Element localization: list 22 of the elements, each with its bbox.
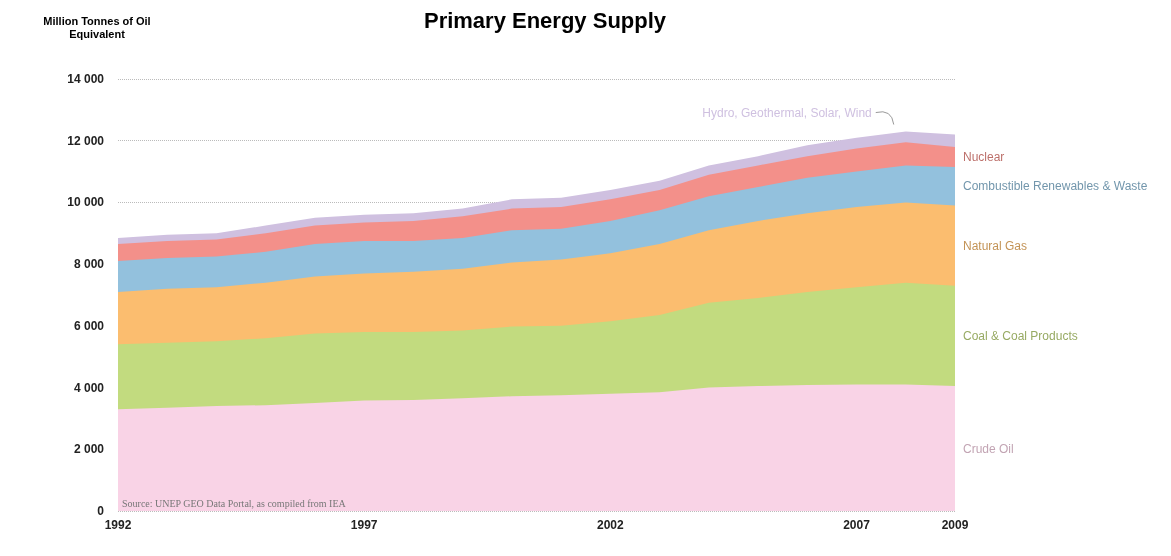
y-tick-label: 12 000 bbox=[67, 133, 105, 148]
x-tick-label: 1997 bbox=[350, 518, 378, 532]
x-tick-label: 2002 bbox=[597, 518, 625, 532]
y-tick-label: 4 000 bbox=[73, 380, 105, 395]
chart-title: Primary Energy Supply bbox=[423, 7, 667, 33]
series-label: Nuclear bbox=[963, 149, 1005, 164]
series-label: Natural Gas bbox=[963, 238, 1028, 253]
x-tick-label: 2009 bbox=[941, 518, 969, 532]
y-tick-label: 8 000 bbox=[73, 257, 105, 272]
series-label: Combustible Renewables & Waste bbox=[963, 179, 1148, 194]
y-tick-label: 10 000 bbox=[67, 195, 105, 210]
y-tick-label: 14 000 bbox=[67, 72, 105, 86]
x-tick-label: 2007 bbox=[843, 518, 871, 532]
y-axis-title: Million Tonnes of Oil Equivalent bbox=[43, 14, 151, 40]
series-label: Coal & Coal Products bbox=[963, 328, 1078, 343]
y-tick-label: 2 000 bbox=[73, 442, 105, 457]
y-tick-label: 0 bbox=[97, 504, 105, 518]
x-tick-label: 1992 bbox=[104, 518, 132, 532]
annotation: Source: UNEP GEO Data Portal, as compiled from IEA bbox=[122, 497, 347, 509]
series-label: Hydro, Geothermal, Solar, Wind bbox=[702, 105, 872, 120]
series-label: Crude Oil bbox=[963, 441, 1014, 456]
y-tick-label: 6 000 bbox=[73, 318, 105, 333]
